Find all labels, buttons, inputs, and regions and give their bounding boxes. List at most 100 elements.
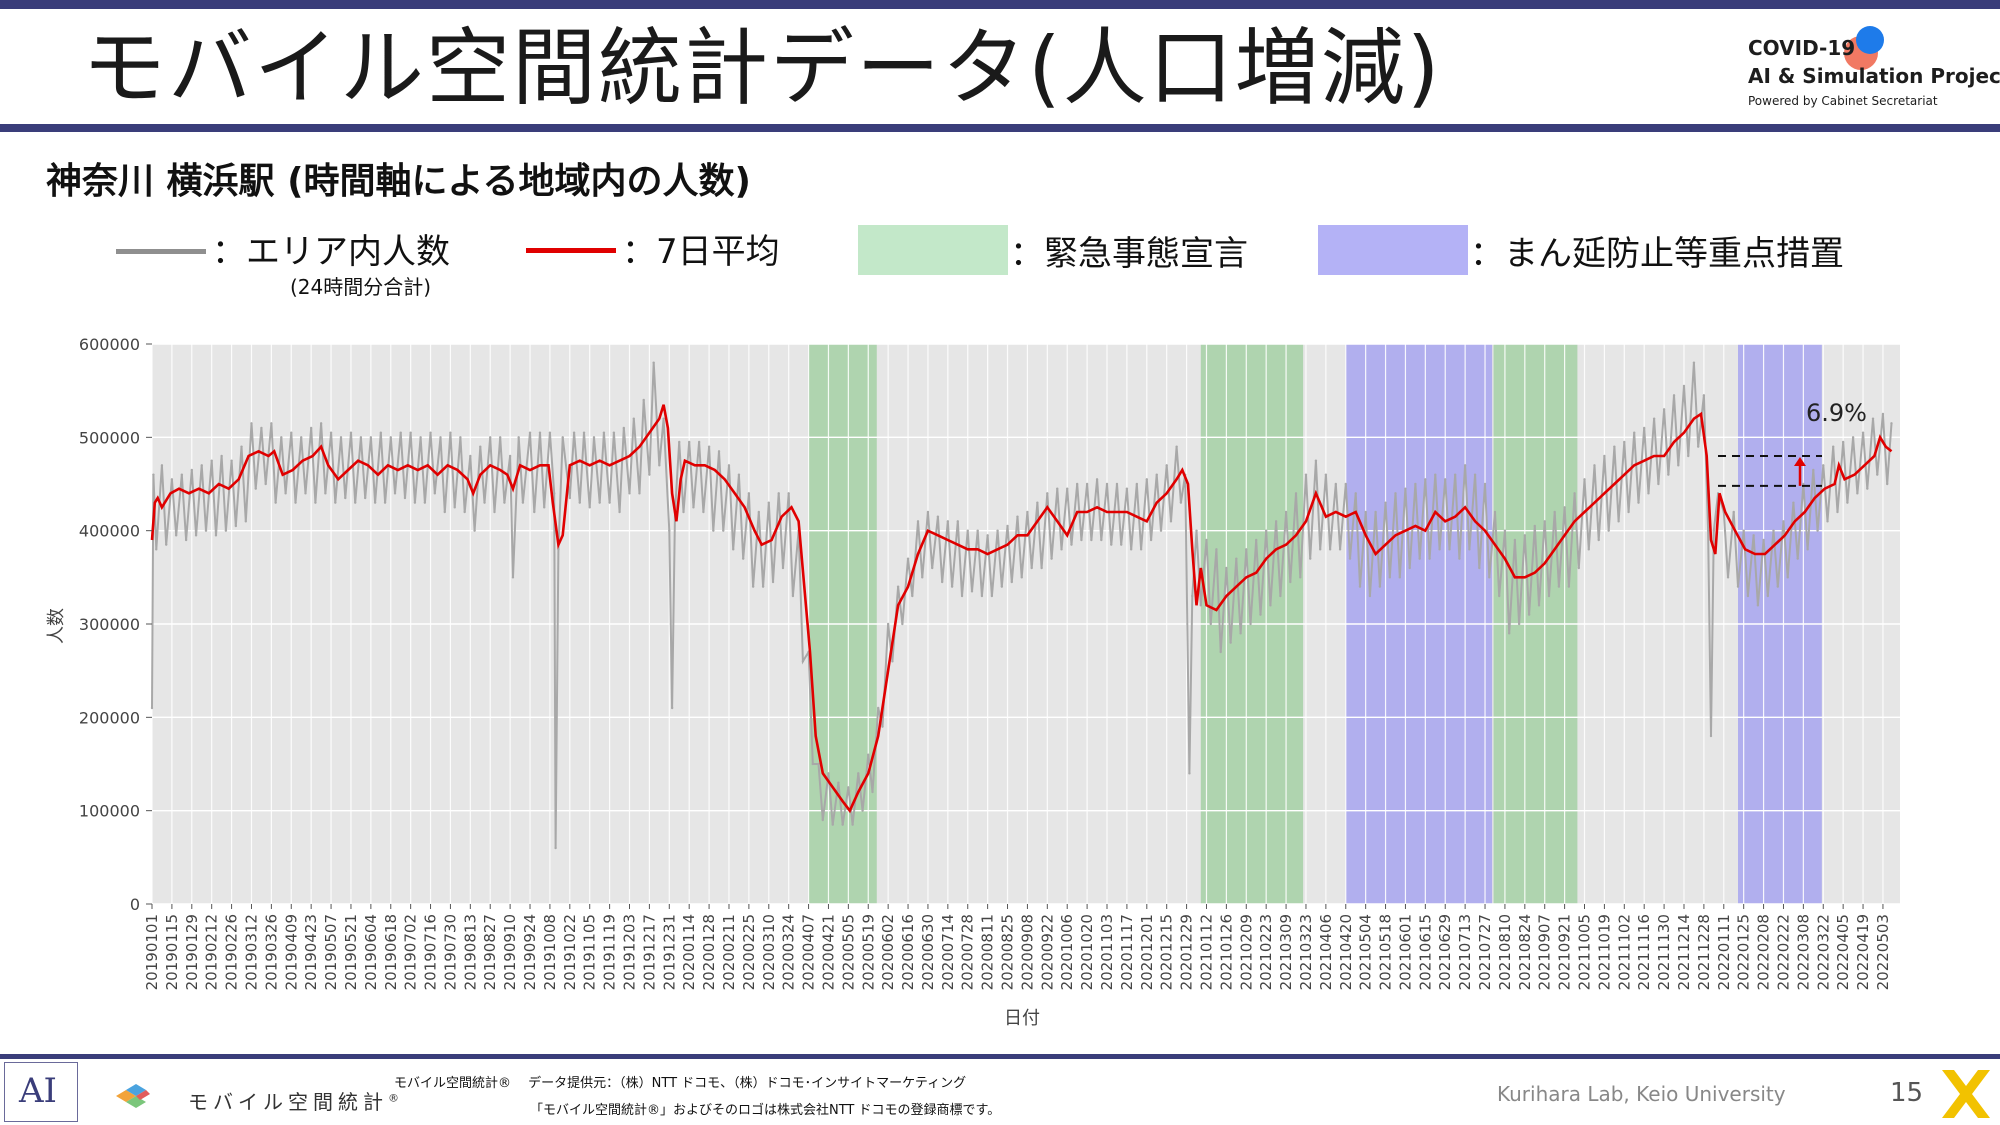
- x-tick-label: 20211214: [1675, 914, 1693, 990]
- raw-point: [921, 576, 924, 579]
- raw-point: [1026, 510, 1029, 514]
- raw-point: [841, 823, 844, 826]
- raw-point: [354, 501, 357, 504]
- raw-point: [1169, 520, 1173, 523]
- raw-point: [1752, 534, 1755, 537]
- raw-point: [1557, 585, 1561, 588]
- raw-point: [1188, 772, 1191, 775]
- x-tick-label: 20200211: [720, 914, 738, 990]
- raw-point: [642, 398, 645, 402]
- raw-point: [761, 585, 765, 588]
- raw-point: [1418, 557, 1421, 560]
- raw-point: [1547, 594, 1551, 598]
- x-tick-label: 20200128: [700, 914, 718, 990]
- x-tick-label: 20201229: [1178, 914, 1196, 990]
- raw-point: [1563, 506, 1566, 509]
- raw-point: [821, 818, 824, 822]
- raw-point: [543, 506, 546, 509]
- x-tick-label: 20220208: [1755, 914, 1773, 990]
- raw-point: [210, 459, 213, 462]
- raw-point: [270, 422, 273, 425]
- raw-point: [160, 464, 164, 467]
- raw-point: [861, 809, 864, 812]
- x-tick-label: 20210907: [1536, 914, 1554, 990]
- raw-point: [592, 436, 596, 439]
- raw-point: [533, 510, 536, 514]
- raw-point: [608, 501, 611, 504]
- raw-point: [449, 431, 452, 434]
- x-tick-label: 20220419: [1854, 914, 1872, 990]
- legend-raw-swatch: [116, 249, 206, 254]
- raw-point: [931, 566, 934, 570]
- raw-point: [349, 431, 353, 434]
- raw-point: [503, 501, 506, 504]
- raw-point: [264, 482, 267, 486]
- x-tick-label: 20200714: [939, 914, 957, 990]
- x-tick-label: 20210921: [1556, 914, 1574, 990]
- raw-point: [1816, 529, 1819, 532]
- raw-point: [1836, 510, 1839, 514]
- x-tick-label: 20220111: [1715, 914, 1733, 990]
- raw-point: [1742, 529, 1745, 532]
- raw-point: [459, 436, 462, 439]
- chart-subtitle: 神奈川 横浜駅 (時間軸による地域内の人数): [46, 161, 751, 202]
- raw-point: [1324, 473, 1328, 476]
- x-tick-label: 20190618: [382, 914, 400, 990]
- raw-point: [936, 515, 940, 518]
- raw-series-line: [151, 362, 1893, 849]
- raw-point: [648, 473, 651, 476]
- raw-point: [498, 436, 502, 439]
- raw-point: [319, 422, 323, 425]
- title-underline-bar: [0, 124, 2000, 132]
- raw-point: [1533, 524, 1536, 528]
- raw-point: [1344, 482, 1347, 486]
- raw-point: [1766, 594, 1770, 598]
- raw-point: [1010, 580, 1013, 584]
- raw-point: [1030, 566, 1033, 570]
- raw-point: [294, 501, 297, 504]
- x-tick-label: 20191217: [640, 914, 658, 990]
- raw-point: [1488, 576, 1491, 579]
- raw-point: [254, 487, 257, 490]
- raw-point: [722, 529, 725, 532]
- logo-line3: Powered by Cabinet Secretariat: [1748, 94, 1938, 108]
- raw-point: [1796, 557, 1799, 560]
- raw-point: [1120, 543, 1123, 546]
- x-tick-label: 20190924: [521, 914, 539, 990]
- raw-point: [847, 786, 850, 789]
- raw-point: [439, 436, 442, 439]
- raw-point: [419, 436, 422, 439]
- x-tick-label: 20220405: [1834, 914, 1852, 990]
- raw-point: [280, 436, 283, 439]
- raw-point: [990, 594, 994, 598]
- raw-point: [1100, 538, 1103, 542]
- legend-emergency-swatch: [858, 225, 1008, 275]
- x-tick-label: 20190730: [441, 914, 459, 990]
- x-tick-label: 20201117: [1118, 914, 1136, 990]
- raw-point: [284, 492, 287, 495]
- raw-point: [1175, 445, 1178, 448]
- raw-point: [1284, 510, 1288, 514]
- raw-point: [1642, 426, 1646, 430]
- raw-point: [170, 478, 174, 481]
- raw-point: [359, 436, 363, 439]
- raw-point: [1036, 501, 1039, 504]
- raw-point: [180, 473, 184, 476]
- raw-point: [1826, 520, 1829, 523]
- mobile-stats-cube-icon: [116, 1084, 150, 1108]
- raw-point: [309, 426, 313, 430]
- raw-point: [463, 510, 466, 514]
- raw-point: [493, 510, 496, 514]
- logo-line1: COVID-19: [1748, 36, 1856, 60]
- population-chart: 0 100000 200000 300000 400000 500000 600000 20…: [46, 335, 1900, 1029]
- raw-point: [1687, 454, 1690, 458]
- x-tick-label: 20201103: [1098, 914, 1116, 990]
- raw-point: [1135, 482, 1139, 486]
- raw-point: [1219, 650, 1222, 654]
- raw-point: [757, 510, 761, 514]
- raw-point: [1871, 417, 1875, 420]
- x-tick-label: 20200616: [899, 914, 917, 990]
- raw-point: [670, 706, 674, 710]
- raw-point: [483, 501, 486, 504]
- x-tick-label: 20210112: [1197, 914, 1215, 990]
